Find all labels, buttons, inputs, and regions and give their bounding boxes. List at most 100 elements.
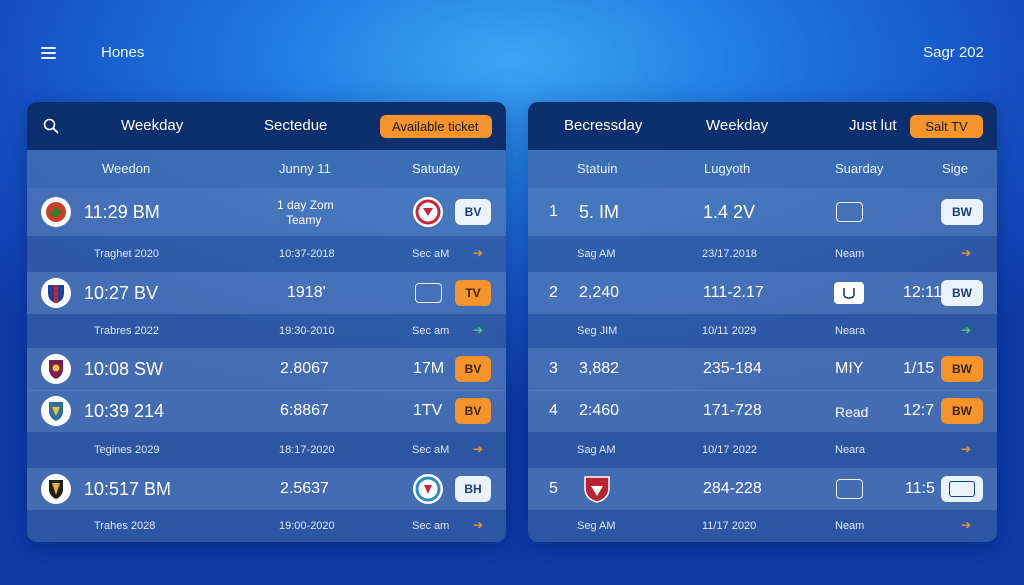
sub-status: Neam [835, 520, 865, 532]
bw-button[interactable]: BW [941, 398, 983, 424]
arrow-right-icon[interactable]: ➔ [961, 442, 972, 456]
list-item[interactable]: Tegines 2029 18:17-2020 Sec aM ➔ [27, 432, 506, 468]
sub-date: 10:37-2018 [279, 248, 335, 260]
column-header[interactable]: Statuin [577, 161, 618, 176]
team-crest-icon [413, 197, 443, 227]
team-logo-icon [41, 278, 71, 308]
table-row[interactable]: 10:08 SW 2.8067 17M BV [27, 348, 506, 390]
bw-button[interactable]: BW [941, 356, 983, 382]
channel-label: 1TV [413, 402, 443, 419]
header-becressday[interactable]: Becressday [564, 117, 643, 134]
row-label: MIY [835, 360, 864, 377]
bh-button[interactable]: BH [455, 476, 491, 502]
list-item[interactable]: Sag AM 23/17.2018 Neam ➔ [528, 236, 997, 272]
header-just-lut[interactable]: Just lut [849, 117, 897, 134]
bw-button[interactable]: BW [941, 280, 983, 306]
row-time: 1/15 [903, 360, 935, 377]
column-header[interactable]: Sige [942, 161, 969, 176]
arrow-right-icon[interactable]: ➔ [961, 323, 972, 337]
tv-button[interactable]: TV [455, 280, 491, 306]
sub-label: Trabres 2022 [94, 325, 160, 337]
search-icon[interactable] [43, 118, 59, 134]
sub-date: 11/17 2020 [702, 520, 757, 532]
match-time: 10:39 214 [84, 401, 165, 421]
row-metric: 111-2.17 [703, 284, 764, 301]
sub-label: Seg JIM [577, 325, 618, 337]
arrow-right-icon[interactable]: ➔ [473, 518, 484, 532]
table-row[interactable]: 2 2,240 111-2.17 12:11 BW [528, 272, 997, 314]
match-time: 10:27 BV [84, 283, 159, 303]
list-item[interactable]: Traghet 2020 10:37-2018 Sec aM ➔ [27, 236, 506, 272]
row-metric: 1.4 2V [703, 202, 756, 222]
arrow-right-icon[interactable]: ➔ [473, 246, 484, 260]
list-item[interactable]: Seg AM 11/17 2020 Neam ➔ [528, 510, 997, 542]
row-time: 12:11 [903, 284, 942, 301]
table-row[interactable]: 10:39 214 6:8867 1TV BV [27, 390, 506, 432]
header-weekday[interactable]: Weekday [121, 117, 184, 134]
available-ticket-button[interactable]: Available ticket [380, 115, 492, 138]
row-value: 2,240 [579, 284, 620, 301]
table-row[interactable]: 3 3,882 235-184 MIY 1/15 BW [528, 348, 997, 390]
header-schedule[interactable]: Sectedue [264, 117, 328, 134]
channel-label: 17M [413, 360, 445, 377]
team-crest-icon [413, 474, 443, 504]
right-panel-header: Becressday Weekday Just lut Salt TV [528, 102, 997, 150]
row-index: 4 [549, 402, 558, 419]
row-label: Read [835, 404, 869, 420]
team-logo-icon [41, 396, 71, 426]
bv-button[interactable]: BV [455, 199, 491, 225]
sub-date: 18:17-2020 [279, 444, 335, 456]
arrow-right-icon[interactable]: ➔ [473, 442, 484, 456]
arrow-right-icon[interactable]: ➔ [961, 518, 972, 532]
empty-slot-icon[interactable] [836, 202, 863, 222]
bv-button[interactable]: BV [455, 398, 491, 424]
column-header[interactable]: Satuday [412, 161, 460, 176]
left-schedule-panel: Weekday Sectedue Available ticket Weedon… [27, 102, 506, 542]
sub-label: Sag AM [577, 444, 616, 456]
team-logo-icon [41, 474, 71, 504]
column-header[interactable]: Weedon [102, 161, 151, 176]
table-row[interactable]: 1 5. IM 1.4 2V BW [528, 188, 997, 236]
top-bar: Hones Sagr 202 [0, 0, 1024, 100]
sub-label: Trahes 2028 [94, 520, 156, 532]
list-item[interactable]: Sag AM 10/17 2022 Neara ➔ [528, 432, 997, 468]
empty-slot-icon[interactable] [836, 479, 863, 499]
left-panel-header: Weekday Sectedue Available ticket [27, 102, 506, 150]
row-value: 3,882 [579, 360, 620, 377]
arrow-right-icon[interactable]: ➔ [473, 323, 484, 337]
sub-date: 19:00-2020 [279, 520, 335, 532]
column-header[interactable]: Lugyoth [704, 161, 751, 176]
sub-label: Tegines 2029 [94, 444, 160, 456]
row-value: 5. IM [579, 202, 620, 222]
bv-button[interactable]: BV [455, 356, 491, 382]
sub-date: 19:30-2010 [279, 325, 335, 337]
header-weekday[interactable]: Weekday [706, 117, 769, 134]
column-header[interactable]: Junny 11 [279, 161, 331, 176]
empty-slot-icon[interactable] [415, 283, 442, 303]
match-time: 10:517 BM [84, 479, 172, 499]
sub-time: Sec am [412, 325, 450, 337]
table-row[interactable]: 5 284-228 11:5 [528, 468, 997, 510]
empty-button[interactable] [941, 476, 983, 502]
list-item[interactable]: Seg JIM 10/11 2029 Neara ➔ [528, 314, 997, 348]
row-metric: 171-728 [703, 402, 762, 419]
sub-time: Sec aM [412, 248, 450, 260]
hamburger-menu-icon[interactable] [41, 47, 56, 59]
sub-label: Sag AM [577, 248, 616, 260]
list-item[interactable]: Trabres 2022 19:30-2010 Sec am ➔ [27, 314, 506, 348]
sub-time: Sec am [412, 520, 450, 532]
salt-tv-button[interactable]: Salt TV [910, 115, 983, 138]
table-row[interactable]: 10:27 BV 1918' TV [27, 272, 506, 314]
row-metric: 235-184 [703, 360, 762, 377]
column-header[interactable]: Suarday [835, 161, 884, 176]
right-column-headers: Statuin Lugyoth Suarday Sige [528, 150, 997, 188]
sub-date: 23/17.2018 [702, 248, 758, 260]
row-index: 2 [549, 284, 558, 301]
bw-button[interactable]: BW [941, 199, 983, 225]
match-score: 6:8867 [280, 402, 329, 419]
arrow-right-icon[interactable]: ➔ [961, 246, 972, 260]
list-item[interactable]: Trahes 2028 19:00-2020 Sec am ➔ [27, 510, 506, 542]
table-row[interactable]: 4 2:460 171-728 Read 12:7 BW [528, 390, 997, 432]
table-row[interactable]: 11:29 BM 1 day Zom Teamy BV [27, 188, 506, 236]
table-row[interactable]: 10:517 BM 2.5637 BH [27, 468, 506, 510]
